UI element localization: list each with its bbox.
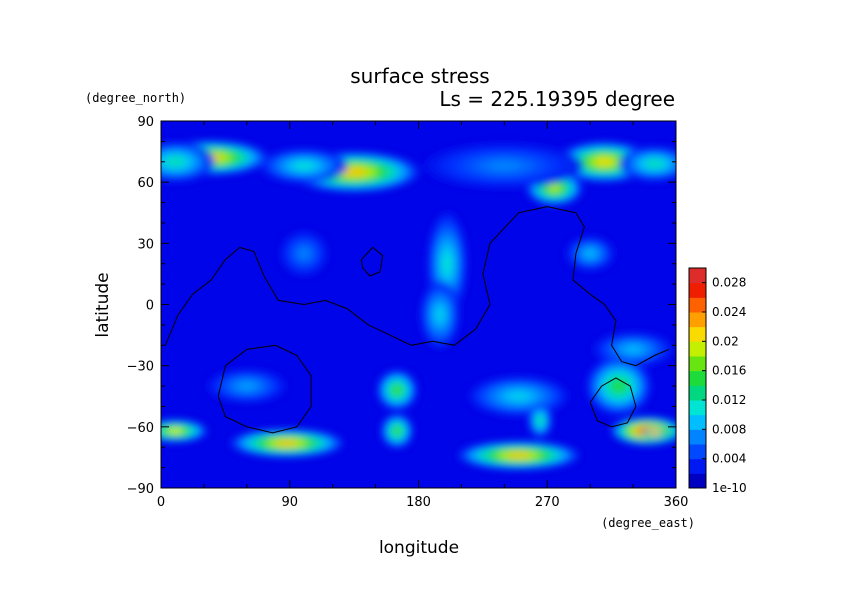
hotspot-17-level-5 [168, 428, 182, 434]
hotspot-23-level-5 [652, 431, 658, 435]
colorbar-segment-4 [689, 414, 706, 430]
y-tick-label-5: −60 [127, 421, 154, 436]
colorbar-segment-1 [689, 458, 706, 474]
x-tick-label-4: 360 [664, 495, 689, 510]
hotspot-15-level-5 [508, 392, 529, 401]
hotspot-9-level-5 [435, 307, 445, 322]
heatmap-hotspot-11 [280, 230, 328, 277]
colorbar-segment-2 [689, 444, 706, 460]
contour-line-1 [360, 246, 384, 277]
heatmap-hotspot-7 [425, 143, 584, 189]
colorbar-label-0: 0.028 [712, 276, 746, 290]
colorbar-label-1: 0.024 [712, 305, 746, 319]
heatmap-blobs [161, 140, 676, 470]
y-tick-label-3: 0 [146, 299, 154, 314]
hotspot-11-level-5 [299, 248, 309, 259]
colorbar-segment-3 [689, 429, 706, 445]
y-tick-label-6: −90 [127, 482, 154, 497]
colorbar-label-3: 0.016 [712, 364, 746, 378]
y-tick-label-0: 90 [137, 115, 154, 130]
heatmap-hotspot-13 [377, 370, 417, 410]
colorbar-label-5: 0.008 [712, 422, 746, 436]
heatmap-hotspot-15 [469, 376, 569, 416]
y-tick-label-1: 60 [137, 176, 154, 191]
coastline-contours [164, 206, 669, 434]
colorbar-segment-5 [689, 400, 706, 416]
y-axis-ticks: 90 60 30 0 −30 −60 −90 [127, 115, 676, 497]
hotspot-18-level-5 [275, 440, 299, 447]
hotspot-6-level-5 [548, 184, 561, 192]
heatmap-hotspot-1 [161, 142, 215, 182]
heatmap-hotspot-5 [618, 146, 676, 181]
y-unit-label: (degree_north) [85, 91, 186, 105]
colorbar-segment-7 [689, 370, 706, 386]
y-tick-label-4: −30 [127, 360, 154, 375]
x-tick-label-2: 180 [406, 495, 431, 510]
contour-line-2 [217, 344, 312, 434]
colorbar-segment-10 [689, 326, 706, 342]
hotspot-14-level-5 [612, 380, 626, 392]
hotspot-2-level-5 [340, 167, 368, 177]
colorbar-segment-14 [689, 268, 706, 284]
heatmap-hotspot-17 [161, 419, 207, 443]
hotspot-16-level-5 [238, 382, 256, 390]
heatmap-hotspot-16 [207, 369, 287, 403]
heatmap-hotspot-18 [231, 429, 343, 458]
heatmap-hotspot-10 [566, 236, 614, 271]
heatmap-field [161, 121, 676, 488]
colorbar-segment-6 [689, 385, 706, 401]
heatmap-hotspot-21 [528, 403, 552, 438]
x-tick-label-0: 0 [157, 495, 165, 510]
hotspot-13-level-5 [392, 386, 402, 395]
heatmap-hotspot-12 [593, 332, 673, 367]
hotspot-19-level-5 [393, 427, 401, 435]
hotspot-3-level-5 [294, 162, 314, 170]
colorbar-label-7: 1e-10 [712, 481, 747, 495]
colorbar-segment-11 [689, 312, 706, 328]
colorbar-label-2: 0.02 [712, 334, 739, 348]
contour-line-0 [164, 206, 669, 367]
heatmap-hotspot-20 [459, 441, 578, 470]
colorbar-segment-0 [689, 473, 706, 489]
colorbar-label-4: 0.012 [712, 393, 746, 407]
hotspot-4-level-5 [594, 157, 615, 166]
heatmap-hotspot-19 [381, 414, 413, 448]
y-tick-label-2: 30 [137, 237, 154, 252]
hotspot-8-level-5 [442, 253, 452, 275]
hotspot-7-level-5 [487, 161, 521, 171]
chart-subtitle: Ls = 225.19395 degree [439, 87, 675, 111]
x-axis-label: longitude [379, 538, 459, 558]
heatmap-hotspot-3 [260, 148, 348, 183]
hotspot-5-level-5 [647, 160, 662, 168]
chart-title: surface stress [350, 64, 489, 88]
x-tick-label-1: 90 [281, 495, 298, 510]
hotspot-10-level-5 [585, 250, 596, 258]
colorbar-segment-8 [689, 356, 706, 372]
heatmap-hotspot-23 [642, 427, 667, 439]
hotspot-20-level-5 [506, 452, 531, 459]
hotspot-21-level-5 [537, 417, 543, 425]
colorbar-frame [688, 267, 707, 489]
colorbar-segment-13 [689, 282, 706, 298]
y-axis-label: latitude [93, 272, 113, 337]
colorbar: 0.028 0.024 0.02 0.016 0.012 0.008 0.004 1e-10 [688, 267, 747, 495]
contour-line-3 [589, 377, 637, 428]
x-tick-label-3: 270 [535, 495, 560, 510]
hotspot-1-level-5 [167, 157, 184, 166]
hotspot-12-level-5 [624, 345, 642, 353]
colorbar-label-6: 0.004 [712, 452, 746, 466]
heatmap-hotspot-6 [526, 171, 583, 206]
colorbar-segment-12 [689, 297, 706, 313]
heatmap-hotspot-14 [587, 357, 651, 415]
heatmap-hotspot-9 [420, 280, 460, 349]
x-unit-label: (degree_east) [601, 516, 695, 530]
colorbar-segment-9 [689, 341, 706, 357]
x-axis-ticks: 0 90 180 270 360 [157, 121, 689, 510]
